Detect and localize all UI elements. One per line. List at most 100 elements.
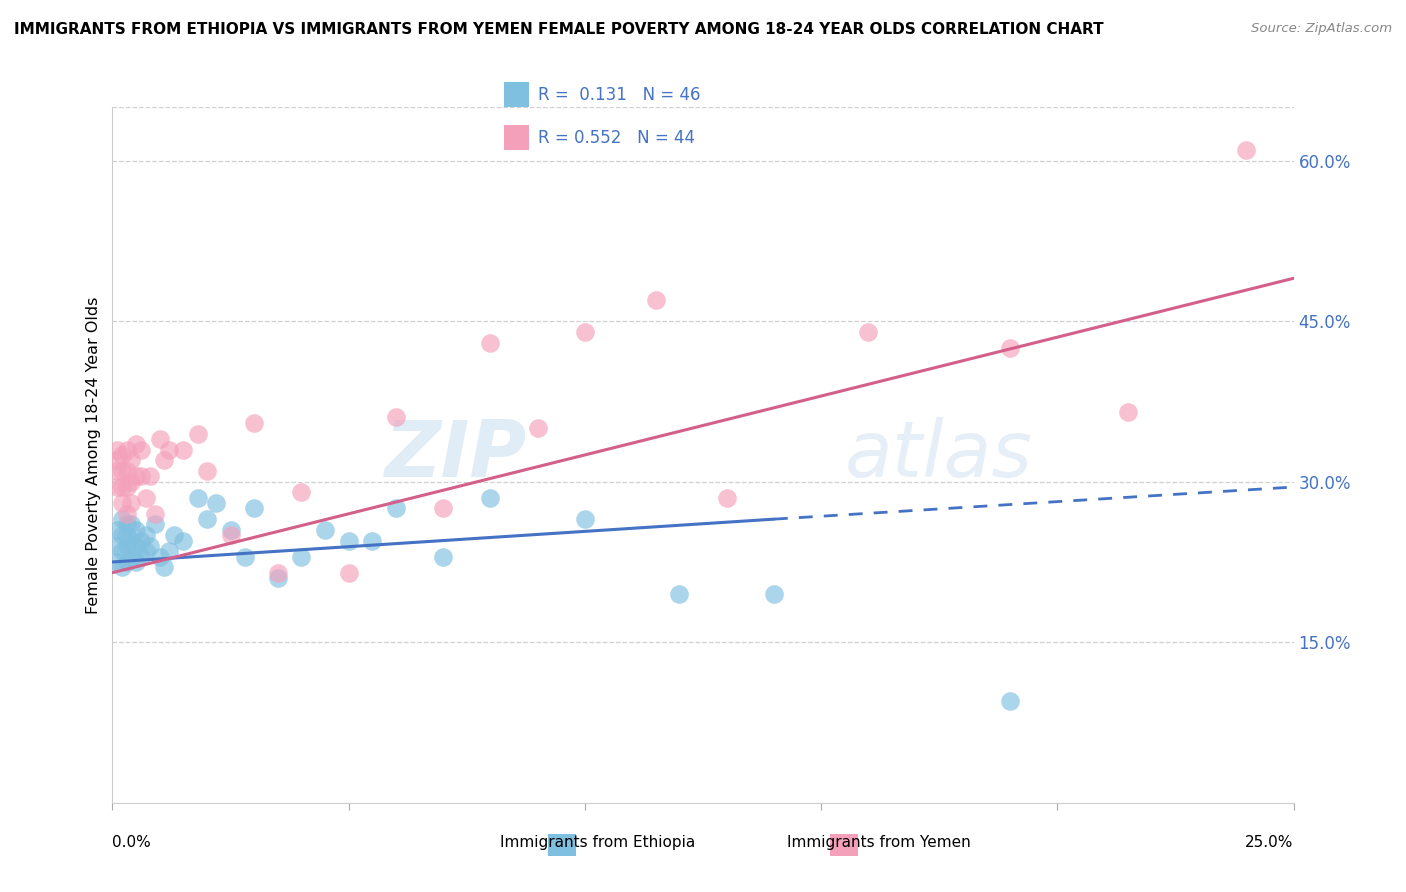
- Point: [111, 464, 134, 478]
- Point: [1116, 405, 1139, 419]
- Point: [149, 549, 172, 564]
- Point: [385, 501, 408, 516]
- Point: [120, 453, 142, 467]
- Text: R = 0.552   N = 44: R = 0.552 N = 44: [538, 129, 696, 147]
- Point: [120, 475, 142, 489]
- Point: [111, 448, 134, 462]
- Point: [125, 469, 148, 483]
- Point: [219, 528, 242, 542]
- Point: [1234, 143, 1257, 157]
- Point: [143, 507, 166, 521]
- Point: [998, 694, 1021, 708]
- Point: [105, 555, 128, 569]
- Point: [385, 410, 408, 425]
- Point: [135, 544, 157, 558]
- FancyBboxPatch shape: [505, 82, 529, 107]
- Point: [479, 491, 502, 505]
- Point: [668, 587, 690, 601]
- Point: [129, 549, 152, 564]
- Point: [125, 437, 148, 451]
- FancyBboxPatch shape: [505, 125, 529, 150]
- Point: [111, 560, 134, 574]
- Y-axis label: Female Poverty Among 18-24 Year Olds: Female Poverty Among 18-24 Year Olds: [86, 296, 101, 614]
- Point: [111, 480, 134, 494]
- Point: [267, 571, 290, 585]
- Point: [105, 539, 128, 553]
- Point: [195, 464, 218, 478]
- Point: [120, 517, 142, 532]
- Point: [172, 442, 194, 457]
- Point: [139, 469, 162, 483]
- Point: [139, 539, 162, 553]
- Point: [195, 512, 218, 526]
- Point: [129, 533, 152, 548]
- Point: [115, 480, 138, 494]
- Point: [267, 566, 290, 580]
- Point: [243, 501, 266, 516]
- Point: [205, 496, 228, 510]
- Point: [105, 464, 128, 478]
- Point: [337, 533, 360, 548]
- Point: [432, 501, 454, 516]
- Point: [111, 544, 134, 558]
- Point: [243, 416, 266, 430]
- Point: [479, 335, 502, 350]
- Text: 0.0%: 0.0%: [112, 836, 152, 850]
- Point: [149, 432, 172, 446]
- Point: [105, 453, 128, 467]
- Point: [290, 485, 312, 500]
- Text: atlas: atlas: [845, 417, 1032, 493]
- Point: [115, 442, 138, 457]
- Point: [115, 507, 138, 521]
- Text: Immigrants from Ethiopia: Immigrants from Ethiopia: [501, 836, 695, 850]
- Point: [290, 549, 312, 564]
- Point: [111, 528, 134, 542]
- Point: [125, 539, 148, 553]
- Point: [115, 464, 138, 478]
- Point: [644, 293, 666, 307]
- Point: [153, 560, 176, 574]
- Point: [314, 523, 336, 537]
- Point: [125, 523, 148, 537]
- Point: [157, 544, 180, 558]
- Point: [129, 442, 152, 457]
- Point: [105, 523, 128, 537]
- Point: [135, 528, 157, 542]
- Point: [115, 555, 138, 569]
- Point: [361, 533, 384, 548]
- Text: Immigrants from Yemen: Immigrants from Yemen: [787, 836, 970, 850]
- Point: [186, 426, 208, 441]
- Point: [135, 491, 157, 505]
- Point: [716, 491, 738, 505]
- Point: [120, 496, 142, 510]
- Point: [526, 421, 548, 435]
- Point: [337, 566, 360, 580]
- Point: [115, 528, 138, 542]
- Point: [143, 517, 166, 532]
- Point: [574, 512, 596, 526]
- Point: [574, 325, 596, 339]
- Point: [233, 549, 256, 564]
- Text: ZIP: ZIP: [384, 417, 526, 493]
- Text: IMMIGRANTS FROM ETHIOPIA VS IMMIGRANTS FROM YEMEN FEMALE POVERTY AMONG 18-24 YEA: IMMIGRANTS FROM ETHIOPIA VS IMMIGRANTS F…: [14, 22, 1104, 37]
- Point: [129, 469, 152, 483]
- Point: [111, 496, 134, 510]
- Point: [163, 528, 186, 542]
- Text: 25.0%: 25.0%: [1246, 836, 1294, 850]
- Point: [858, 325, 880, 339]
- Point: [111, 512, 134, 526]
- Point: [157, 442, 180, 457]
- Point: [105, 442, 128, 457]
- Point: [186, 491, 208, 505]
- Point: [219, 523, 242, 537]
- Text: R =  0.131   N = 46: R = 0.131 N = 46: [538, 87, 702, 104]
- Point: [432, 549, 454, 564]
- Point: [120, 549, 142, 564]
- Point: [105, 480, 128, 494]
- Point: [762, 587, 785, 601]
- Point: [125, 555, 148, 569]
- Point: [115, 539, 138, 553]
- Point: [998, 341, 1021, 355]
- Point: [115, 517, 138, 532]
- Point: [153, 453, 176, 467]
